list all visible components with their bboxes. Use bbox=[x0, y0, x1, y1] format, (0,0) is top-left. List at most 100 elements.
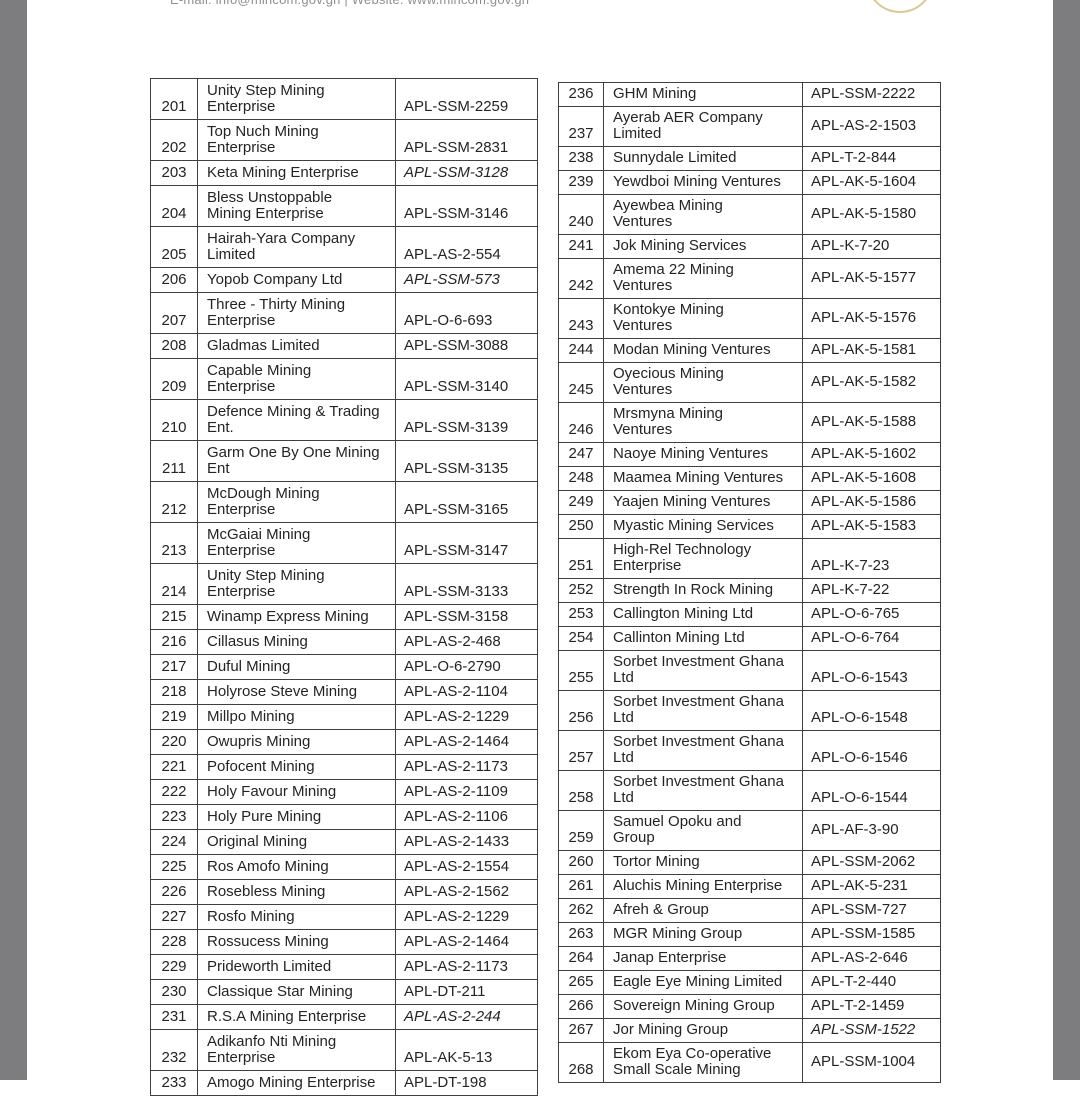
license-code: APL-AK-5-1588 bbox=[802, 402, 941, 443]
company-name: Winamp Express Mining bbox=[197, 604, 396, 630]
company-name: Modan Mining Ventures bbox=[603, 338, 803, 363]
row-number: 208 bbox=[150, 333, 198, 359]
table-row: 241 Jok Mining Services APL-K-7-20 bbox=[558, 234, 941, 259]
table-row: 255 Sorbet Investment Ghana Ltd APL-O-6-… bbox=[558, 650, 941, 691]
table-row: 239 Yewdboi Mining Ventures APL-AK-5-160… bbox=[558, 170, 941, 195]
license-code: APL-SSM-3139 bbox=[395, 399, 538, 441]
license-code: APL-O-6-1546 bbox=[802, 730, 941, 771]
license-code: APL-AK-5-1577 bbox=[802, 258, 941, 299]
license-code: APL-DT-211 bbox=[395, 979, 538, 1005]
row-number: 244 bbox=[558, 338, 604, 363]
table-row: 268 Ekom Eya Co-operative Small Scale Mi… bbox=[558, 1042, 941, 1083]
table-row: 222 Holy Favour Mining APL-AS-2-1109 bbox=[150, 779, 538, 805]
company-name: Keta Mining Enterprise bbox=[197, 160, 396, 186]
license-code: APL-T-2-440 bbox=[802, 970, 941, 995]
company-name: MGR Mining Group bbox=[603, 922, 803, 947]
company-name: Pofocent Mining bbox=[197, 754, 396, 780]
license-code: APL-AS-2-1229 bbox=[395, 704, 538, 730]
row-number: 265 bbox=[558, 970, 604, 995]
table-row: 265 Eagle Eye Mining Limited APL-T-2-440 bbox=[558, 970, 941, 995]
table-row: 203 Keta Mining Enterprise APL-SSM-3128 bbox=[150, 160, 538, 186]
row-number: 204 bbox=[150, 185, 198, 227]
company-name: Amogo Mining Enterprise bbox=[197, 1070, 396, 1096]
table-row: 219 Millpo Mining APL-AS-2-1229 bbox=[150, 704, 538, 730]
row-number: 258 bbox=[558, 770, 604, 811]
company-name: Top Nuch Mining Enterprise bbox=[197, 119, 396, 161]
row-number: 259 bbox=[558, 810, 604, 851]
row-number: 201 bbox=[150, 78, 198, 120]
row-number: 266 bbox=[558, 994, 604, 1019]
table-row: 202 Top Nuch Mining Enterprise APL-SSM-2… bbox=[150, 119, 538, 161]
license-code: APL-AK-5-13 bbox=[395, 1029, 538, 1071]
table-row: 230 Classique Star Mining APL-DT-211 bbox=[150, 979, 538, 1005]
row-number: 225 bbox=[150, 854, 198, 880]
row-number: 231 bbox=[150, 1004, 198, 1030]
row-number: 220 bbox=[150, 729, 198, 755]
row-number: 209 bbox=[150, 358, 198, 400]
licenses-table-right: 236 GHM Mining APL-SSM-2222 237 Ayerab A… bbox=[558, 82, 941, 1083]
row-number: 226 bbox=[150, 879, 198, 905]
license-code: APL-AS-2-1229 bbox=[395, 904, 538, 930]
license-code: APL-AS-2-1173 bbox=[395, 754, 538, 780]
ministry-logo-icon bbox=[866, 0, 934, 13]
row-number: 238 bbox=[558, 146, 604, 171]
license-code: APL-T-2-1459 bbox=[802, 994, 941, 1019]
row-number: 263 bbox=[558, 922, 604, 947]
company-name: Oyecious Mining Ventures bbox=[603, 362, 803, 403]
company-name: Classique Star Mining bbox=[197, 979, 396, 1005]
license-code: APL-O-6-765 bbox=[802, 602, 941, 627]
table-row: 257 Sorbet Investment Ghana Ltd APL-O-6-… bbox=[558, 730, 941, 771]
company-name: Sorbet Investment Ghana Ltd bbox=[603, 730, 803, 771]
license-code: APL-SSM-2259 bbox=[395, 78, 538, 120]
table-row: 246 Mrsmyna Mining Ventures APL-AK-5-158… bbox=[558, 402, 941, 443]
license-code: APL-AS-2-646 bbox=[802, 946, 941, 971]
table-row: 201 Unity Step Mining Enterprise APL-SSM… bbox=[150, 78, 538, 120]
table-row: 252 Strength In Rock Mining APL-K-7-22 bbox=[558, 578, 941, 603]
row-number: 240 bbox=[558, 194, 604, 235]
table-row: 210 Defence Mining & Trading Ent. APL-SS… bbox=[150, 399, 538, 441]
row-number: 215 bbox=[150, 604, 198, 630]
row-number: 228 bbox=[150, 929, 198, 955]
table-row: 209 Capable Mining Enterprise APL-SSM-31… bbox=[150, 358, 538, 400]
company-name: Amema 22 Mining Ventures bbox=[603, 258, 803, 299]
row-number: 219 bbox=[150, 704, 198, 730]
company-name: Kontokye Mining Ventures bbox=[603, 298, 803, 339]
license-code: APL-AK-5-1581 bbox=[802, 338, 941, 363]
company-name: High-Rel Technology Enterprise bbox=[603, 538, 803, 579]
table-row: 204 Bless Unstoppable Mining Enterprise … bbox=[150, 185, 538, 227]
company-name: Yopob Company Ltd bbox=[197, 267, 396, 293]
table-row: 205 Hairah-Yara Company Limited APL-AS-2… bbox=[150, 226, 538, 268]
company-name: Naoye Mining Ventures bbox=[603, 442, 803, 467]
license-code: APL-AS-2-1464 bbox=[395, 729, 538, 755]
license-code: APL-AS-2-1554 bbox=[395, 854, 538, 880]
row-number: 255 bbox=[558, 650, 604, 691]
row-number: 211 bbox=[150, 440, 198, 482]
license-code: APL-AS-2-554 bbox=[395, 226, 538, 268]
company-name: Garm One By One Mining Ent bbox=[197, 440, 396, 482]
table-row: 267 Jor Mining Group APL-SSM-1522 bbox=[558, 1018, 941, 1043]
license-code: APL-K-7-22 bbox=[802, 578, 941, 603]
table-row: 254 Callinton Mining Ltd APL-O-6-764 bbox=[558, 626, 941, 651]
table-row: 248 Maamea Mining Ventures APL-AK-5-1608 bbox=[558, 466, 941, 491]
row-number: 267 bbox=[558, 1018, 604, 1043]
license-code: APL-O-6-1548 bbox=[802, 690, 941, 731]
company-name: Ayewbea Mining Ventures bbox=[603, 194, 803, 235]
company-name: Eagle Eye Mining Limited bbox=[603, 970, 803, 995]
company-name: Sovereign Mining Group bbox=[603, 994, 803, 1019]
company-name: R.S.A Mining Enterprise bbox=[197, 1004, 396, 1030]
license-code: APL-AS-2-1433 bbox=[395, 829, 538, 855]
row-number: 213 bbox=[150, 522, 198, 564]
table-row: 214 Unity Step Mining Enterprise APL-SSM… bbox=[150, 563, 538, 605]
row-number: 205 bbox=[150, 226, 198, 268]
company-name: Yewdboi Mining Ventures bbox=[603, 170, 803, 195]
company-name: Prideworth Limited bbox=[197, 954, 396, 980]
table-row: 212 McDough Mining Enterprise APL-SSM-31… bbox=[150, 481, 538, 523]
table-row: 250 Myastic Mining Services APL-AK-5-158… bbox=[558, 514, 941, 539]
table-row: 253 Callington Mining Ltd APL-O-6-765 bbox=[558, 602, 941, 627]
row-number: 237 bbox=[558, 106, 604, 147]
license-code: APL-SSM-2062 bbox=[802, 850, 941, 875]
company-name: Ekom Eya Co-operative Small Scale Mining bbox=[603, 1042, 803, 1083]
company-name: Holy Pure Mining bbox=[197, 804, 396, 830]
table-row: 264 Janap Enterprise APL-AS-2-646 bbox=[558, 946, 941, 971]
row-number: 248 bbox=[558, 466, 604, 491]
